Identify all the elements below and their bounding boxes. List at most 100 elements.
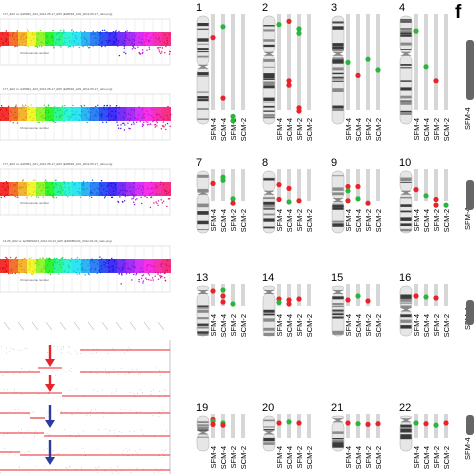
scatter-point (86, 117, 88, 120)
scatter-point (64, 37, 66, 39)
segment-point (123, 450, 125, 451)
scatter-point (165, 128, 167, 131)
scatter-point (5, 256, 7, 259)
scatter-point (167, 118, 169, 120)
scatter-point (146, 49, 148, 51)
lane-label: SFM-2 (432, 314, 441, 337)
chromosome-ideogram (399, 15, 413, 125)
ideogram-band (400, 218, 412, 221)
scatter-point (138, 53, 141, 55)
scatter-point (121, 274, 123, 276)
scatter-point (108, 259, 110, 262)
scatter-point (52, 44, 54, 47)
segment-point (118, 374, 119, 376)
chromosome-band (63, 32, 72, 46)
scatter-point (129, 117, 131, 120)
scatter-point (54, 111, 57, 114)
scatter-point (115, 117, 118, 119)
ideogram-band (332, 442, 344, 447)
scatter-point (22, 186, 24, 188)
lane-label: SCM-2 (374, 314, 383, 337)
scatter-point (161, 51, 163, 53)
scatter-point (160, 265, 162, 267)
scatter-point (154, 275, 156, 277)
lane-label: SFM-2 (229, 314, 238, 337)
ideogram-band (400, 204, 412, 207)
ideogram-band (400, 302, 412, 304)
chromosome-band (9, 259, 18, 273)
scatter-point (102, 121, 104, 124)
loss-dot (220, 95, 226, 101)
ideogram-band (263, 207, 275, 209)
ideogram-band (400, 101, 412, 105)
scatter-point (141, 49, 144, 51)
scatter-point (147, 272, 150, 275)
lane-label: SFM-2 (229, 118, 238, 141)
ideogram-band (197, 306, 209, 309)
scatter-point (80, 30, 82, 33)
segment-point (165, 390, 167, 391)
ideogram-band (332, 47, 344, 51)
segment-point (152, 415, 154, 417)
loss-dot (296, 296, 302, 302)
chromosome-band (36, 32, 45, 46)
scatter-point (145, 277, 147, 279)
segment-point (12, 348, 14, 350)
ideogram-band (332, 67, 344, 71)
segment-point (53, 345, 54, 347)
scatter-point (34, 269, 36, 271)
ideogram-band (263, 226, 275, 229)
scatter-point (144, 195, 146, 198)
scatter-point (161, 275, 163, 278)
chromosome-band (63, 107, 72, 121)
chromosome-number: 1 (196, 2, 202, 14)
gain-dot (230, 113, 236, 119)
scatter-point (26, 190, 28, 192)
scatter-point (1, 106, 4, 109)
scatter-point (135, 272, 138, 275)
scatter-point (127, 118, 129, 121)
scatter-point (5, 37, 7, 40)
ideogram-band (400, 64, 412, 66)
scatter-point (55, 182, 57, 184)
scatter-point (62, 189, 64, 191)
scatter-point (132, 194, 135, 197)
ideogram-centromere (263, 290, 275, 294)
scatter-point (96, 31, 98, 33)
scatter-point (21, 41, 24, 44)
scatter-point (23, 33, 26, 36)
lane-bar (414, 414, 418, 438)
scatter-point (142, 114, 145, 116)
ideogram-band (263, 313, 275, 316)
scatter-point (150, 123, 152, 126)
lane-label: SCM-2 (374, 446, 383, 469)
ideogram-band (263, 66, 275, 68)
scatter-point (72, 30, 75, 33)
scatter-point (13, 38, 15, 40)
scatter-point (4, 117, 7, 120)
scatter-point (45, 41, 47, 44)
scatter-point (146, 268, 148, 270)
scatter-point (62, 262, 64, 264)
chromosome-band (27, 32, 36, 46)
scatter-point (85, 42, 87, 44)
ideogram-band (197, 98, 209, 100)
scatter-point (26, 183, 28, 185)
scatter-point (60, 258, 62, 260)
ideogram-band (400, 49, 412, 50)
scatter-point (155, 120, 158, 122)
scatter-point (155, 37, 157, 39)
segment-point (21, 368, 23, 370)
chromosome-ideogram (399, 415, 413, 452)
scatter-point (13, 184, 15, 186)
scatter-point (152, 279, 154, 281)
scatter-point (109, 266, 111, 269)
scatter-point (27, 29, 29, 31)
gain-dot (355, 421, 361, 427)
scatter-point (112, 267, 115, 270)
ideogram-band (197, 424, 209, 427)
segment-point (126, 450, 128, 452)
scatter-point (55, 121, 57, 124)
